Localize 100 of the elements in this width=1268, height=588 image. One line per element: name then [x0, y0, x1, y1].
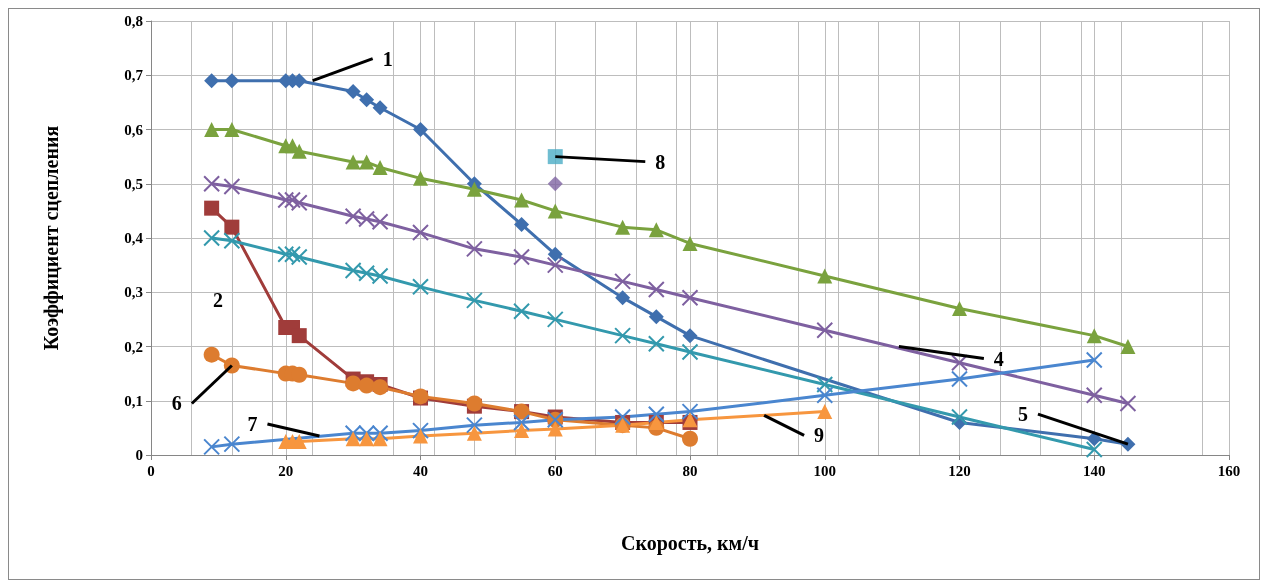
point — [1085, 386, 1103, 404]
x-tick-label: 160 — [1217, 462, 1241, 479]
point — [290, 194, 308, 212]
point — [291, 143, 307, 159]
point — [371, 424, 389, 442]
y-tick-label: 0,2 — [124, 338, 143, 355]
point — [204, 73, 220, 89]
point — [359, 154, 375, 170]
point — [344, 262, 362, 280]
point — [546, 256, 564, 274]
point — [614, 408, 632, 426]
point — [1086, 328, 1102, 344]
point — [682, 235, 698, 251]
point — [816, 321, 834, 339]
y-tick-label: 0,3 — [124, 284, 143, 301]
y-axis-title: Коэффициент сцепления — [40, 125, 63, 351]
x-axis-title: Скорость, км/ч — [620, 532, 760, 555]
point — [291, 328, 307, 344]
point — [344, 424, 362, 442]
point — [371, 267, 389, 285]
point — [413, 122, 428, 137]
x-tick-label: 0 — [147, 462, 155, 479]
point — [372, 100, 388, 116]
point — [204, 122, 220, 137]
point — [951, 370, 968, 388]
point — [1085, 441, 1103, 459]
point — [224, 219, 240, 235]
point — [203, 229, 221, 247]
point — [413, 170, 428, 186]
point — [372, 379, 389, 396]
y-tick-label: 0,4 — [124, 230, 144, 246]
point — [277, 191, 295, 209]
point — [223, 177, 241, 195]
point — [203, 175, 221, 193]
point — [951, 354, 968, 372]
point — [283, 245, 301, 263]
annotation: 5 — [1017, 403, 1028, 426]
point — [359, 431, 375, 447]
point — [615, 290, 631, 306]
point — [465, 416, 483, 434]
point — [358, 424, 376, 442]
point — [647, 405, 665, 423]
point — [412, 224, 429, 242]
point — [1085, 351, 1103, 369]
point — [614, 327, 632, 345]
point — [1119, 394, 1137, 412]
point — [614, 272, 632, 290]
point — [681, 289, 699, 307]
point — [952, 301, 967, 317]
annotation: 1 — [382, 47, 393, 70]
annotation: 9 — [814, 424, 825, 447]
annotation: 2 — [213, 289, 223, 311]
point — [547, 203, 563, 219]
point — [547, 176, 563, 192]
point — [358, 210, 376, 228]
x-tick-label: 20 — [278, 462, 294, 479]
point — [345, 431, 361, 447]
x-tick-label: 40 — [413, 462, 428, 479]
point — [359, 92, 375, 108]
point — [372, 431, 388, 447]
point — [358, 264, 376, 282]
point — [345, 84, 361, 100]
x-tick-label: 80 — [682, 462, 698, 479]
point — [681, 343, 699, 361]
y-tick-label: 0,5 — [124, 175, 143, 192]
x-tick-label: 60 — [547, 462, 563, 479]
point — [513, 302, 531, 320]
point — [951, 408, 968, 426]
point — [465, 240, 483, 258]
point — [682, 430, 698, 447]
point — [615, 219, 631, 235]
x-tick-label: 120 — [948, 462, 971, 479]
point — [648, 309, 664, 325]
point — [817, 404, 833, 420]
point — [648, 222, 664, 238]
point — [358, 377, 375, 394]
point — [290, 248, 308, 266]
point — [372, 159, 388, 175]
point — [203, 438, 221, 456]
point — [817, 268, 833, 284]
point — [647, 335, 665, 353]
point — [547, 421, 563, 437]
point — [647, 281, 665, 299]
point — [681, 403, 699, 421]
point — [412, 278, 429, 296]
point — [514, 216, 530, 232]
point — [465, 291, 483, 309]
point — [224, 73, 240, 89]
point — [513, 413, 531, 431]
point — [344, 207, 362, 225]
point — [345, 154, 361, 170]
point — [277, 245, 295, 263]
annotation: 4 — [993, 347, 1004, 370]
x-tick-label: 100 — [813, 462, 836, 479]
point — [345, 375, 362, 392]
point — [816, 386, 834, 404]
point — [223, 435, 241, 453]
point — [223, 232, 241, 250]
y-tick-label: 0,1 — [124, 392, 143, 409]
point — [412, 422, 429, 440]
